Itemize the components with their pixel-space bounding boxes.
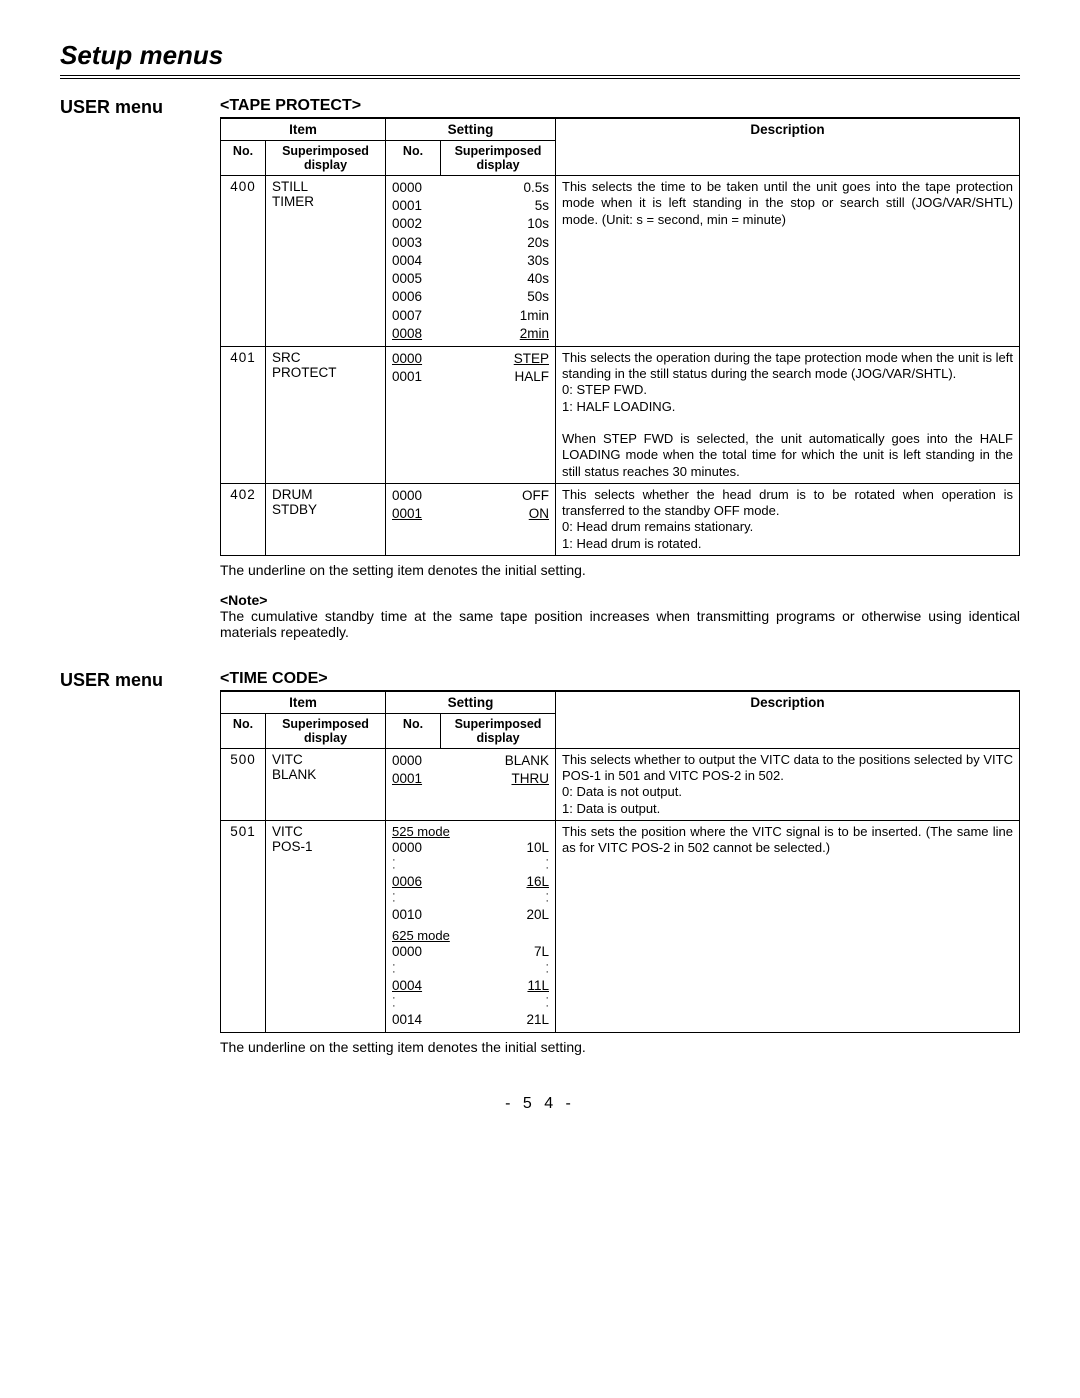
row-no: 402 [221,483,266,555]
table-row: 402DRUMSTDBY0000OFF0001ONThis selects wh… [221,483,1020,555]
page-title: Setup menus [60,40,1020,79]
tc-col-setting: Setting [386,691,556,713]
tape-note-caption: <Note> [220,592,1020,608]
col-description: Description [556,119,1020,176]
row-item: SRCPROTECT [266,346,386,483]
row-settings: 00000.5s00015s000210s000320s000430s00054… [386,176,556,347]
menu-label-tape: USER menu [60,97,220,118]
row-settings: 0000STEP0001HALF [386,346,556,483]
tape-protect-table: Item Setting Description No. Superimpose… [220,118,1020,556]
table-row: 501VITCPOS-1525 mode000010L····000616L··… [221,820,1020,1032]
row-desc: This selects the operation during the ta… [556,346,1020,483]
row-desc: This sets the position where the VITC si… [556,820,1020,1032]
row-no: 501 [221,820,266,1032]
tc-col-setting-no: No. [386,713,441,748]
col-no: No. [221,141,266,176]
tape-underline-note: The underline on the setting item denote… [220,562,1020,578]
col-setting: Setting [386,119,556,141]
time-code-table: Item Setting Description No. Superimpose… [220,691,1020,1033]
col-setting-no: No. [386,141,441,176]
table-row: 500VITCBLANK0000BLANK0001THRUThis select… [221,748,1020,820]
table-row: 401SRCPROTECT0000STEP0001HALFThis select… [221,346,1020,483]
table-row: 400STILLTIMER00000.5s00015s000210s000320… [221,176,1020,347]
col-superimposed: Superimposed display [266,141,386,176]
menu-label-tc: USER menu [60,670,220,691]
row-desc: This selects whether to output the VITC … [556,748,1020,820]
tc-underline-note: The underline on the setting item denote… [220,1039,1020,1055]
tc-col-setting-disp: Superimposed display [441,713,556,748]
row-item: VITCBLANK [266,748,386,820]
row-settings: 0000BLANK0001THRU [386,748,556,820]
row-item: VITCPOS-1 [266,820,386,1032]
tc-col-item: Item [221,691,386,713]
row-settings: 525 mode000010L····000616L····001020L625… [386,820,556,1032]
tc-col-description: Description [556,691,1020,748]
row-no: 500 [221,748,266,820]
row-desc: This selects whether the head drum is to… [556,483,1020,555]
row-no: 401 [221,346,266,483]
row-settings: 0000OFF0001ON [386,483,556,555]
tape-protect-title: <TAPE PROTECT> [220,97,1020,118]
time-code-title: <TIME CODE> [220,670,1020,691]
row-item: STILLTIMER [266,176,386,347]
row-no: 400 [221,176,266,347]
time-code-section: USER menu <TIME CODE> Item Setting Descr… [60,670,1020,1055]
row-item: DRUMSTDBY [266,483,386,555]
page-number: - 5 4 - [60,1095,1020,1113]
tc-col-superimposed: Superimposed display [266,713,386,748]
tape-note-body: The cumulative standby time at the same … [220,608,1020,640]
tape-protect-section: USER menu <TAPE PROTECT> Item Setting De… [60,97,1020,640]
tc-col-no: No. [221,713,266,748]
row-desc: This selects the time to be taken until … [556,176,1020,347]
col-setting-disp: Superimposed display [441,141,556,176]
col-item: Item [221,119,386,141]
